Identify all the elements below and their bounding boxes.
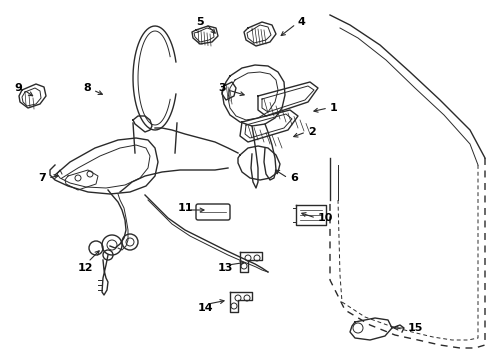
Text: 3: 3 [218,83,225,93]
Text: 5: 5 [196,17,203,27]
Text: 10: 10 [317,213,333,223]
Text: 9: 9 [14,83,22,93]
Text: 7: 7 [38,173,46,183]
Text: 4: 4 [297,17,305,27]
Text: 6: 6 [289,173,297,183]
Text: 13: 13 [218,263,233,273]
Text: 14: 14 [198,303,213,313]
Text: 11: 11 [178,203,193,213]
Text: 8: 8 [83,83,91,93]
Text: 12: 12 [78,263,93,273]
Text: 2: 2 [307,127,315,137]
Text: 15: 15 [407,323,423,333]
Text: 1: 1 [329,103,337,113]
